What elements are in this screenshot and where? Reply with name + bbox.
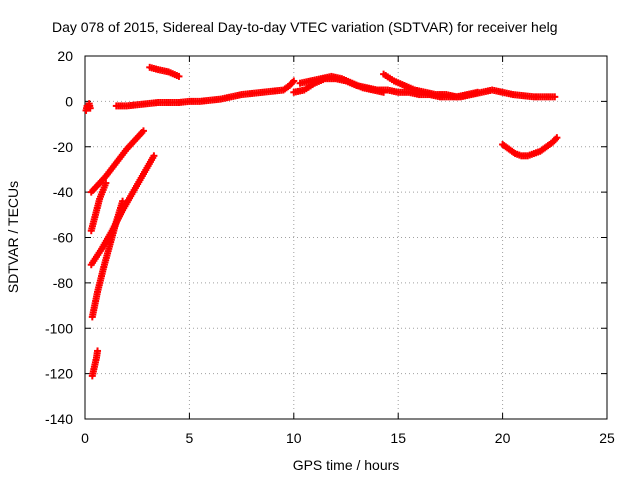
x-tick-label: 15: [390, 430, 406, 446]
data-point: [290, 77, 298, 85]
y-tick-labels: 20 0 -20 -40 -60 -80 -100 -120 -140: [45, 48, 73, 427]
x-tick-label: 5: [186, 430, 194, 446]
data-point: [150, 152, 158, 160]
data-point: [86, 104, 94, 112]
series-arc-near-zero-start: [82, 100, 94, 114]
data-point: [94, 347, 102, 355]
chart-title: Day 078 of 2015, Sidereal Day-to-day VTE…: [52, 19, 558, 35]
y-tick-label: -80: [53, 275, 73, 291]
grid: [85, 56, 607, 419]
data-point: [380, 88, 388, 96]
series-arc-main-positive: [112, 77, 298, 110]
y-tick-label: -100: [45, 320, 73, 336]
y-tick-label: -20: [53, 139, 73, 155]
data-points: [82, 63, 561, 380]
data-point: [551, 93, 559, 101]
series-arc-upper-mid: [296, 72, 388, 96]
data-point: [553, 134, 561, 142]
series-arc-bottom: [88, 347, 102, 380]
series-arc-dip: [499, 134, 561, 160]
y-axis-title: SDTVAR / TECUs: [5, 181, 21, 293]
series-arc-14-18: [380, 70, 482, 101]
series-arc-steep-2: [87, 179, 110, 235]
data-point: [102, 179, 110, 187]
data-point: [474, 88, 482, 96]
x-axis-title: GPS time / hours: [293, 457, 400, 473]
ticks: [84, 55, 608, 420]
data-point: [119, 197, 127, 205]
y-tick-label: -60: [53, 230, 73, 246]
y-tick-label: 0: [65, 93, 73, 109]
series-arc-steep-1: [87, 127, 147, 196]
x-tick-label: 10: [286, 430, 302, 446]
series-arc-3to4: [146, 63, 183, 80]
y-tick-label: -40: [53, 184, 73, 200]
x-tick-label: 0: [81, 430, 89, 446]
y-tick-label: 20: [57, 48, 73, 64]
data-point: [139, 127, 147, 135]
series-arc-steep-4: [88, 197, 127, 321]
y-tick-label: -120: [45, 366, 73, 382]
x-tick-label: 20: [495, 430, 511, 446]
data-point: [175, 72, 183, 80]
y-tick-label: -140: [45, 411, 73, 427]
x-tick-labels: 0 5 10 15 20 25: [81, 430, 615, 446]
x-tick-label: 25: [599, 430, 615, 446]
